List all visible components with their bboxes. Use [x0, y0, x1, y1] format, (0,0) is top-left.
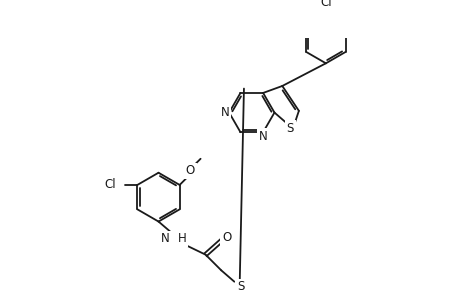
Text: O: O — [221, 231, 230, 244]
Text: O: O — [185, 164, 194, 178]
Text: S: S — [286, 122, 293, 135]
Text: N: N — [161, 232, 169, 245]
Text: Cl: Cl — [104, 178, 115, 191]
Text: N: N — [258, 130, 267, 143]
Text: H: H — [177, 232, 186, 245]
Text: N: N — [220, 106, 229, 119]
Text: S: S — [236, 280, 244, 293]
Text: Cl: Cl — [319, 0, 331, 9]
